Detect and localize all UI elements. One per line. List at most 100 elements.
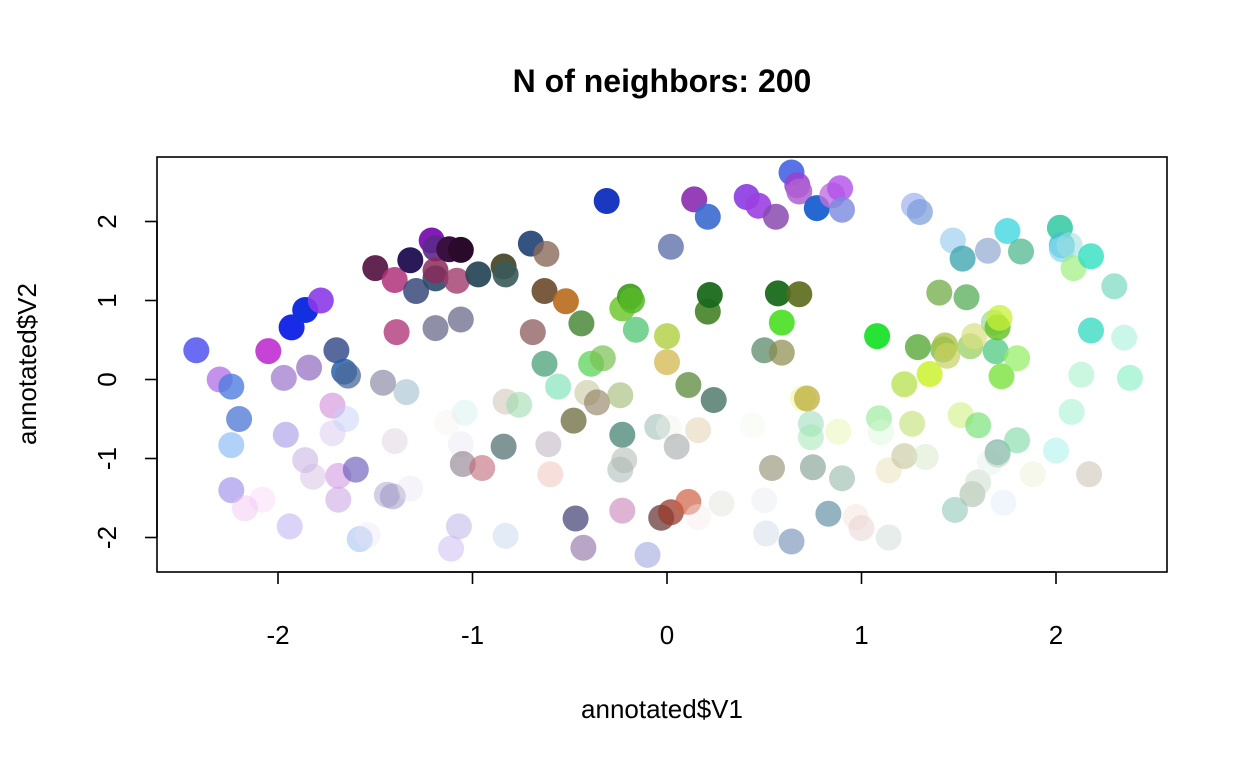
data-point	[953, 284, 980, 311]
data-point	[891, 371, 918, 398]
data-point	[994, 218, 1021, 244]
data-point	[708, 490, 735, 517]
data-point	[899, 410, 926, 437]
data-point	[753, 520, 780, 547]
data-point	[934, 342, 961, 369]
data-point	[1076, 461, 1103, 488]
data-point	[465, 261, 492, 288]
data-point	[379, 483, 406, 510]
data-point	[644, 413, 671, 440]
data-point	[654, 323, 680, 350]
data-point	[397, 475, 424, 502]
data-point	[381, 267, 408, 293]
data-point	[506, 391, 533, 418]
y-tick-label: -1	[92, 447, 122, 470]
data-point	[611, 447, 638, 474]
data-point	[1116, 364, 1143, 391]
data-point	[218, 373, 245, 400]
y-tick-label: -2	[92, 526, 122, 549]
data-point	[675, 372, 702, 398]
data-point	[292, 447, 319, 474]
points-layer	[183, 159, 1143, 568]
data-point	[764, 280, 791, 307]
data-point	[827, 175, 854, 202]
data-point	[685, 504, 712, 530]
data-point	[681, 186, 708, 213]
data-point	[469, 455, 496, 481]
data-point	[1101, 273, 1128, 300]
data-point	[986, 304, 1013, 331]
data-point	[875, 524, 902, 551]
data-point	[974, 237, 1001, 264]
data-point	[383, 319, 410, 346]
data-point	[342, 456, 369, 483]
data-point	[443, 267, 470, 294]
data-point	[696, 282, 723, 308]
data-point	[519, 319, 546, 346]
x-tick-label: 0	[660, 620, 674, 650]
data-point	[634, 541, 661, 568]
data-point	[768, 309, 795, 336]
data-point	[490, 433, 517, 460]
data-point	[700, 387, 727, 413]
data-point	[451, 399, 478, 426]
data-point	[535, 431, 562, 458]
data-point	[965, 469, 992, 496]
data-point	[589, 345, 616, 372]
data-point	[323, 337, 350, 364]
data-point	[609, 421, 636, 448]
chart-title: N of neighbors: 200	[513, 63, 812, 99]
data-point	[422, 257, 449, 284]
x-tick-label: 1	[854, 620, 868, 650]
data-point	[988, 363, 1015, 390]
data-point	[533, 240, 560, 267]
data-point	[545, 373, 572, 400]
data-point	[685, 417, 712, 444]
data-point	[397, 247, 424, 274]
data-point	[492, 522, 519, 549]
data-point	[654, 349, 680, 376]
data-point	[1043, 437, 1069, 464]
x-tick-label: -1	[461, 620, 484, 650]
data-point	[270, 364, 297, 391]
data-point	[675, 488, 702, 515]
data-point	[560, 407, 587, 434]
x-axis: -2 -1 0 1 2	[266, 571, 1063, 650]
y-tick-label: 2	[92, 214, 122, 228]
data-point	[552, 288, 579, 315]
data-point	[403, 278, 430, 304]
data-point	[422, 315, 449, 342]
data-point	[276, 513, 303, 540]
data-point	[1058, 398, 1085, 425]
x-axis-label: annotated$V1	[581, 694, 743, 724]
data-point	[447, 431, 474, 458]
data-point	[1004, 345, 1031, 372]
data-point	[990, 489, 1017, 516]
data-point	[218, 432, 245, 459]
data-point	[584, 389, 610, 416]
data-point	[759, 455, 785, 481]
data-point	[1019, 461, 1046, 488]
x-tick-label: -2	[266, 620, 289, 650]
data-point	[786, 178, 813, 205]
data-point	[445, 513, 472, 540]
data-point	[218, 477, 245, 504]
data-point	[619, 287, 645, 314]
data-point	[1068, 361, 1095, 388]
data-point	[1008, 238, 1034, 265]
data-point	[912, 443, 939, 470]
data-point	[825, 418, 852, 445]
data-point	[891, 443, 918, 470]
data-point	[778, 528, 805, 555]
data-point	[941, 496, 968, 523]
data-point	[965, 412, 992, 439]
data-point	[346, 526, 373, 553]
data-point	[325, 486, 352, 513]
data-point	[183, 337, 210, 364]
data-point	[1078, 317, 1104, 344]
data-point	[449, 451, 476, 477]
y-axis: -2 -1 0 1 2	[92, 214, 158, 549]
data-point	[296, 354, 323, 381]
data-point	[794, 385, 820, 412]
